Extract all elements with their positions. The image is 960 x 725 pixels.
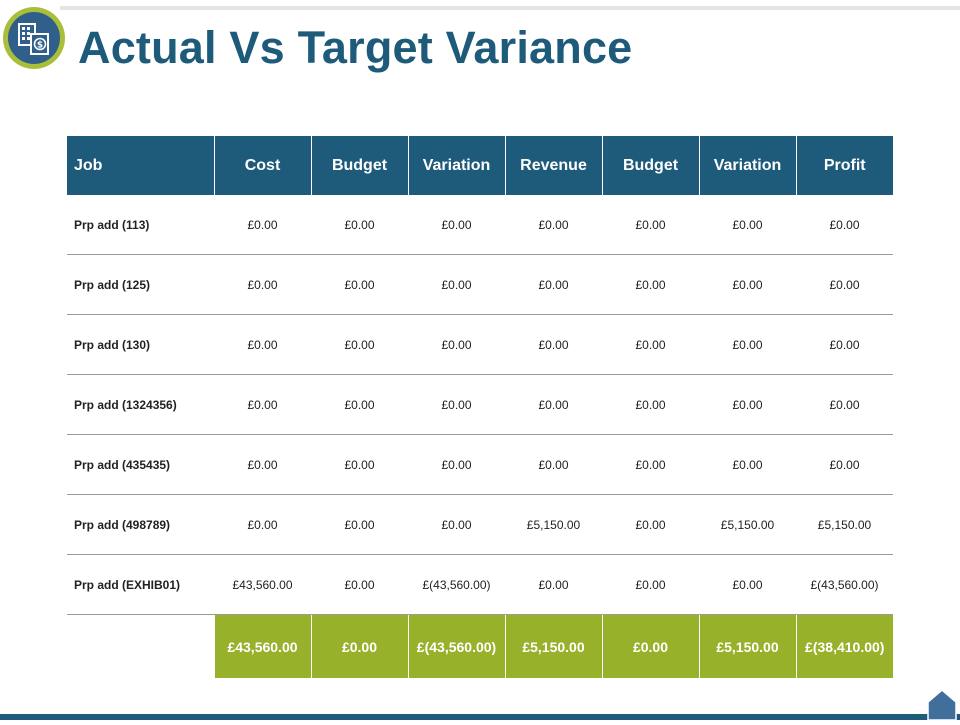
cost-cell: £0.00	[214, 374, 311, 435]
budget-cell-2: £0.00	[602, 494, 699, 555]
header-profit: Profit	[795, 136, 893, 195]
total-revenue: £5,150.00	[504, 614, 602, 678]
variation-cell: £0.00	[408, 314, 505, 375]
variation-cell: £0.00	[408, 434, 505, 495]
job-cell: Prp add (498789)	[67, 494, 214, 555]
job-cell: Prp add (1324356)	[67, 374, 214, 435]
budget-cell-2: £0.00	[602, 314, 699, 375]
variation-cell-2: £0.00	[699, 374, 796, 435]
revenue-cell: £0.00	[505, 195, 602, 255]
header-job: Job	[67, 136, 214, 195]
job-cell: Prp add (130)	[67, 314, 214, 375]
header-cost: Cost	[213, 136, 311, 195]
job-cell: Prp add (EXHIB01)	[67, 554, 214, 615]
variation-cell-2: £0.00	[699, 314, 796, 375]
cost-cell: £0.00	[214, 314, 311, 375]
variation-cell: £0.00	[408, 254, 505, 315]
table-row: Prp add (125) £0.00 £0.00 £0.00 £0.00 £0…	[67, 254, 893, 315]
profit-cell: £(43,560.00)	[796, 554, 893, 615]
cost-cell: £0.00	[214, 254, 311, 315]
total-cost: £43,560.00	[213, 614, 311, 678]
svg-text:$: $	[37, 41, 43, 51]
total-profit: £(38,410.00)	[795, 614, 893, 678]
job-cell: Prp add (435435)	[67, 434, 214, 495]
variation-cell-2: £0.00	[699, 434, 796, 495]
header-variation-2: Variation	[698, 136, 796, 195]
header-revenue: Revenue	[504, 136, 602, 195]
variation-cell: £(43,560.00)	[408, 554, 505, 615]
budget-cell-2: £0.00	[602, 554, 699, 615]
revenue-cell: £0.00	[505, 434, 602, 495]
variation-cell: £0.00	[408, 494, 505, 555]
table-row: Prp add (113) £0.00 £0.00 £0.00 £0.00 £0…	[67, 195, 893, 255]
table-row: Prp add (EXHIB01) £43,560.00 £0.00 £(43,…	[67, 554, 893, 615]
totals-row: £43,560.00 £0.00 £(43,560.00) £5,150.00 …	[67, 614, 893, 678]
budget-cell: £0.00	[311, 434, 408, 495]
variation-cell: £0.00	[408, 374, 505, 435]
budget-cell-2: £0.00	[602, 254, 699, 315]
budget-cell: £0.00	[311, 374, 408, 435]
finance-calculator-document-icon: $	[0, 4, 66, 70]
total-budget: £0.00	[310, 614, 408, 678]
budget-cell: £0.00	[311, 314, 408, 375]
total-variation-2: £5,150.00	[698, 614, 796, 678]
revenue-cell: £0.00	[505, 254, 602, 315]
budget-cell: £0.00	[311, 195, 408, 255]
revenue-cell: £0.00	[505, 314, 602, 375]
budget-cell-2: £0.00	[602, 195, 699, 255]
revenue-cell: £5,150.00	[505, 494, 602, 555]
page-title: Actual Vs Target Variance	[78, 22, 633, 73]
variation-cell-2: £0.00	[699, 554, 796, 615]
variation-cell-2: £0.00	[699, 195, 796, 255]
table-row: Prp add (1324356) £0.00 £0.00 £0.00 £0.0…	[67, 374, 893, 435]
profit-cell: £0.00	[796, 434, 893, 495]
header-budget-2: Budget	[601, 136, 699, 195]
revenue-cell: £0.00	[505, 374, 602, 435]
cost-cell: £0.00	[214, 195, 311, 255]
top-divider	[60, 6, 960, 10]
table-header-row: Job Cost Budget Variation Revenue Budget…	[67, 136, 893, 195]
cost-cell: £0.00	[214, 434, 311, 495]
home-icon[interactable]	[926, 688, 958, 721]
budget-cell-2: £0.00	[602, 434, 699, 495]
variation-cell-2: £0.00	[699, 254, 796, 315]
totals-blank-cell	[67, 614, 214, 678]
budget-cell: £0.00	[311, 494, 408, 555]
job-cell: Prp add (125)	[67, 254, 214, 315]
profit-cell: £0.00	[796, 314, 893, 375]
profit-cell: £0.00	[796, 374, 893, 435]
cost-cell: £43,560.00	[214, 554, 311, 615]
bottom-bar	[0, 714, 960, 720]
revenue-cell: £0.00	[505, 554, 602, 615]
budget-cell: £0.00	[311, 254, 408, 315]
total-variation: £(43,560.00)	[407, 614, 505, 678]
variance-table: Job Cost Budget Variation Revenue Budget…	[67, 136, 893, 678]
header-budget: Budget	[310, 136, 408, 195]
job-cell: Prp add (113)	[67, 195, 214, 255]
profit-cell: £5,150.00	[796, 494, 893, 555]
cost-cell: £0.00	[214, 494, 311, 555]
budget-cell: £0.00	[311, 554, 408, 615]
variation-cell-2: £5,150.00	[699, 494, 796, 555]
profit-cell: £0.00	[796, 254, 893, 315]
total-budget-2: £0.00	[601, 614, 699, 678]
table-row: Prp add (498789) £0.00 £0.00 £0.00 £5,15…	[67, 494, 893, 555]
table-row: Prp add (435435) £0.00 £0.00 £0.00 £0.00…	[67, 434, 893, 495]
variation-cell: £0.00	[408, 195, 505, 255]
budget-cell-2: £0.00	[602, 374, 699, 435]
table-row: Prp add (130) £0.00 £0.00 £0.00 £0.00 £0…	[67, 314, 893, 375]
header-variation: Variation	[407, 136, 505, 195]
profit-cell: £0.00	[796, 195, 893, 255]
